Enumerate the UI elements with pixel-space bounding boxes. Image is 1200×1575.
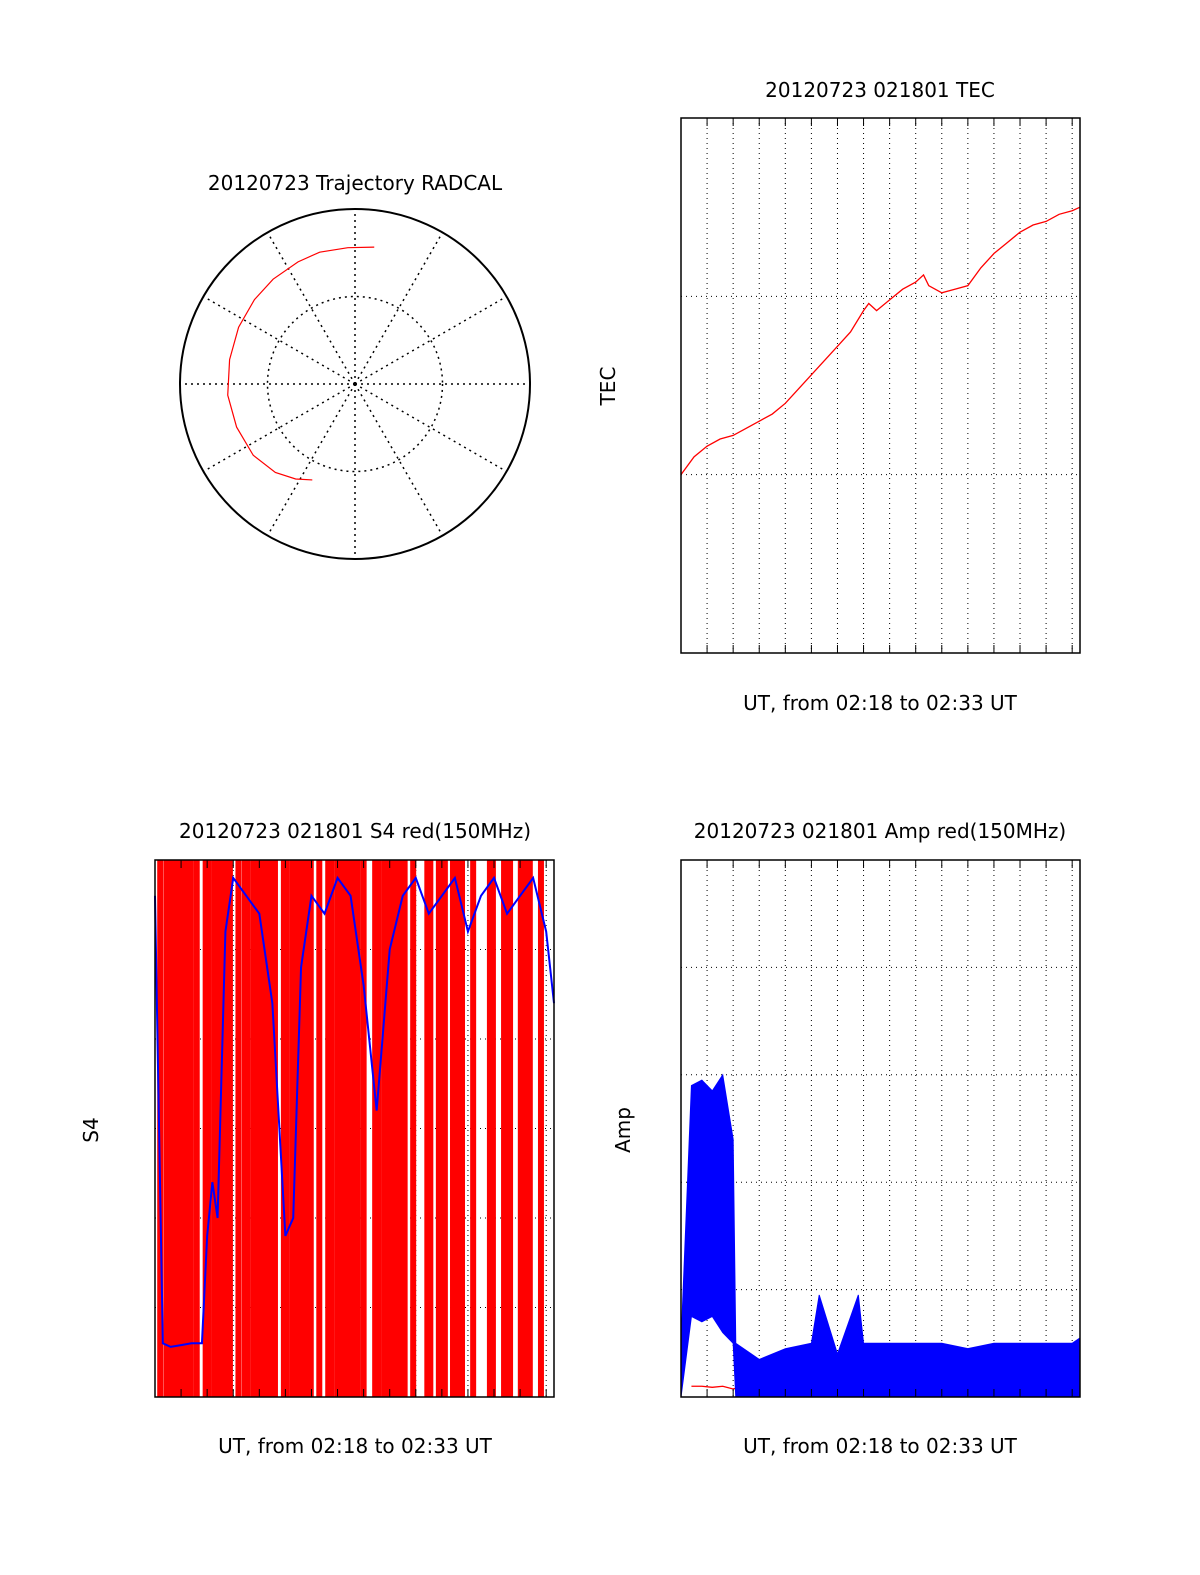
series-bar-red — [163, 860, 173, 1397]
plot-frame — [680, 859, 1081, 1398]
series-bar-red — [241, 860, 251, 1397]
polar-spoke — [354, 232, 444, 385]
polar-ring-50 — [266, 295, 444, 473]
series-line-red — [680, 206, 1081, 476]
polar-spoke — [203, 383, 356, 473]
polar-title: 20120723 Trajectory RADCAL — [208, 171, 503, 195]
series-bar-red — [280, 860, 290, 1397]
series-bar-red — [193, 860, 200, 1397]
polar-spoke — [266, 383, 356, 536]
s4-ylabel: S4 — [79, 1117, 103, 1142]
series-bar-red — [360, 860, 367, 1397]
s4-title: 20120723 021801 S4 red(150MHz) — [179, 819, 531, 843]
series-bar-red — [345, 860, 361, 1397]
series-line-blue — [154, 875, 555, 1348]
polar-spoke — [266, 232, 356, 385]
series-bar-red — [486, 860, 496, 1397]
polar-spoke — [354, 295, 507, 385]
series-bar-red — [217, 860, 233, 1397]
series-bar-red — [470, 860, 477, 1397]
s4-chart: 20120723 021801 S4 red(150MHz) UT, from … — [79, 819, 555, 1458]
series-bar-red — [424, 860, 434, 1397]
series-bar-red — [392, 860, 408, 1397]
amp-xlabel: UT, from 02:18 to 02:33 UT — [743, 1434, 1018, 1458]
series-bar-red — [381, 860, 394, 1397]
series-bar-red — [325, 860, 335, 1397]
series-bar-red — [410, 860, 417, 1397]
series-bar-red — [316, 860, 323, 1397]
series-bar-red — [250, 860, 263, 1397]
polar-spoke — [203, 295, 356, 385]
polar-spoke — [354, 383, 444, 536]
series-bar-red — [501, 860, 514, 1397]
polar-trajectory-line — [227, 246, 375, 481]
series-bar-red — [157, 860, 164, 1397]
tec-chart: 20120723 021801 TEC UT, from 02:18 to 02… — [596, 78, 1081, 715]
tec-xlabel: UT, from 02:18 to 02:33 UT — [743, 691, 1018, 715]
series-bar-red — [271, 860, 278, 1397]
amp-title: 20120723 021801 Amp red(150MHz) — [694, 819, 1066, 843]
tec-title: 20120723 021801 TEC — [765, 78, 995, 102]
series-bar-red — [517, 860, 533, 1397]
plot-frame — [154, 859, 555, 1398]
amp-ylabel: Amp — [611, 1107, 635, 1153]
amp-chart: 20120723 021801 Amp red(150MHz) UT, from… — [611, 819, 1081, 1458]
series-bar-red — [202, 860, 212, 1397]
polar-spoke — [354, 383, 507, 473]
series-bar-red — [372, 860, 382, 1397]
series-bar-red — [235, 860, 242, 1397]
tec-ylabel: TEC — [596, 367, 620, 407]
polar-trajectory-chart: 20120723 Trajectory RADCAL — [179, 171, 531, 560]
series-bar-red — [435, 860, 448, 1397]
series-bar-red — [537, 860, 544, 1397]
plot-frame — [680, 117, 1081, 654]
s4-xlabel: UT, from 02:18 to 02:33 UT — [218, 1434, 493, 1458]
series-bar-red — [298, 860, 314, 1397]
series-bar-red — [178, 860, 194, 1397]
series-bar-red — [334, 860, 347, 1397]
series-bar-red — [450, 860, 466, 1397]
